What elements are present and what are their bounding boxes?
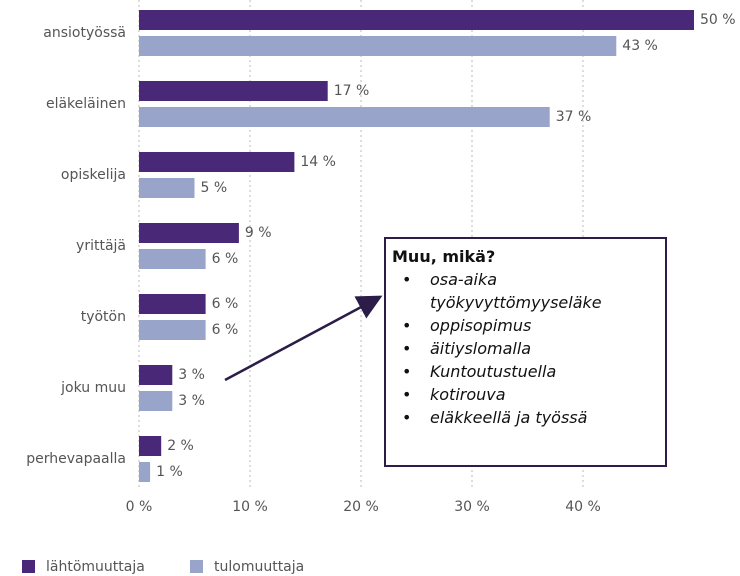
y-tick-label: yrittäjä bbox=[76, 238, 126, 254]
annotation-title: Muu, mikä? bbox=[392, 247, 496, 266]
y-tick-label: opiskelija bbox=[61, 167, 126, 183]
value-label: 37 % bbox=[556, 109, 592, 125]
value-label: 6 % bbox=[212, 251, 239, 267]
y-tick-label: työtön bbox=[81, 309, 126, 325]
value-label: 1 % bbox=[156, 464, 183, 480]
x-tick-label: 0 % bbox=[126, 499, 153, 515]
value-label: 6 % bbox=[212, 296, 239, 312]
value-label: 2 % bbox=[167, 438, 194, 454]
bar bbox=[139, 178, 195, 198]
legend-label: tulomuuttaja bbox=[214, 559, 304, 575]
bar bbox=[139, 249, 206, 269]
bar bbox=[139, 152, 295, 172]
value-label: 14 % bbox=[300, 154, 336, 170]
bar bbox=[139, 294, 206, 314]
bar bbox=[139, 436, 162, 456]
bar bbox=[139, 462, 151, 482]
x-tick-label: 30 % bbox=[454, 499, 490, 515]
value-label: 9 % bbox=[245, 225, 272, 241]
annotation-box: Muu, mikä? osa-aika työkyvyttömyyseläkeo… bbox=[384, 237, 667, 467]
value-label: 50 % bbox=[700, 12, 736, 28]
legend-swatch bbox=[22, 560, 35, 573]
annotation-item: eläkkeellä ja työssä bbox=[402, 406, 659, 429]
legend-swatch bbox=[190, 560, 203, 573]
x-tick-label: 20 % bbox=[343, 499, 379, 515]
value-label: 6 % bbox=[212, 322, 239, 338]
annotation-item: äitiyslomalla bbox=[402, 337, 659, 360]
bar bbox=[139, 107, 550, 127]
annotation-list: osa-aika työkyvyttömyyseläkeoppisopimusä… bbox=[392, 268, 659, 429]
value-label: 17 % bbox=[334, 83, 370, 99]
annotation-item: Kuntoutustuella bbox=[402, 360, 659, 383]
value-label: 3 % bbox=[178, 367, 205, 383]
annotation-item: kotirouva bbox=[402, 383, 659, 406]
bar bbox=[139, 36, 617, 56]
x-tick-label: 10 % bbox=[232, 499, 268, 515]
bar bbox=[139, 81, 328, 101]
value-label: 43 % bbox=[622, 38, 658, 54]
bar bbox=[139, 320, 206, 340]
legend-label: lähtömuuttaja bbox=[46, 559, 145, 575]
y-tick-label: eläkeläinen bbox=[46, 96, 126, 112]
bar bbox=[139, 365, 173, 385]
x-tick-label: 40 % bbox=[565, 499, 601, 515]
y-tick-label: joku muu bbox=[60, 380, 126, 396]
y-tick-label: ansiotyössä bbox=[43, 25, 126, 41]
y-tick-label: perhevapaalla bbox=[26, 451, 126, 467]
bar bbox=[139, 223, 239, 243]
annotation-item: osa-aika työkyvyttömyyseläke bbox=[402, 268, 659, 314]
annotation-item: oppisopimus bbox=[402, 314, 659, 337]
value-label: 5 % bbox=[201, 180, 228, 196]
bar bbox=[139, 391, 173, 411]
value-label: 3 % bbox=[178, 393, 205, 409]
bar bbox=[139, 10, 694, 30]
arrow bbox=[224, 295, 383, 382]
